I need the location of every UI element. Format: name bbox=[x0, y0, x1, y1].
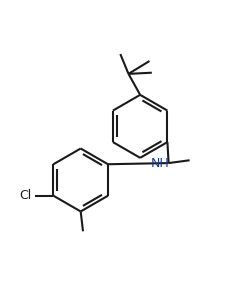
Text: Cl: Cl bbox=[19, 189, 31, 202]
Text: NH: NH bbox=[151, 157, 170, 170]
